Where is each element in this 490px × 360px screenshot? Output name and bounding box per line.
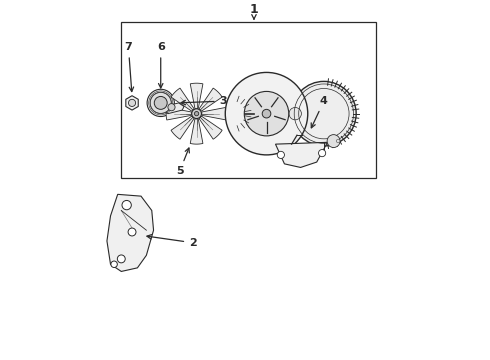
Polygon shape — [190, 83, 203, 108]
Circle shape — [289, 108, 301, 120]
Text: 7: 7 — [124, 42, 134, 91]
Polygon shape — [107, 194, 153, 271]
Circle shape — [150, 92, 172, 114]
Polygon shape — [190, 119, 203, 144]
Polygon shape — [199, 88, 222, 111]
Text: 1: 1 — [249, 3, 258, 16]
Circle shape — [122, 201, 131, 210]
Circle shape — [327, 135, 340, 148]
Circle shape — [168, 104, 175, 111]
Circle shape — [262, 109, 271, 118]
Circle shape — [245, 91, 289, 136]
Text: 5: 5 — [176, 148, 189, 176]
Polygon shape — [275, 142, 327, 167]
Circle shape — [128, 99, 136, 107]
Polygon shape — [164, 103, 184, 114]
Circle shape — [195, 112, 199, 116]
Circle shape — [117, 255, 125, 263]
Circle shape — [318, 149, 326, 157]
Text: 6: 6 — [157, 42, 165, 88]
Text: 2: 2 — [147, 235, 197, 248]
Text: C: C — [335, 139, 339, 144]
Polygon shape — [199, 116, 222, 139]
Text: 3: 3 — [181, 96, 227, 106]
Circle shape — [154, 96, 167, 109]
Polygon shape — [171, 88, 194, 111]
Circle shape — [147, 89, 174, 117]
Circle shape — [225, 72, 308, 155]
Polygon shape — [126, 96, 138, 110]
Circle shape — [277, 151, 285, 158]
Polygon shape — [171, 116, 194, 139]
Polygon shape — [202, 107, 227, 120]
Circle shape — [292, 81, 356, 146]
Circle shape — [111, 261, 117, 267]
Bar — [122, 22, 376, 178]
Circle shape — [192, 109, 201, 118]
Polygon shape — [166, 107, 192, 120]
Text: 4: 4 — [311, 96, 328, 128]
Circle shape — [128, 228, 136, 236]
